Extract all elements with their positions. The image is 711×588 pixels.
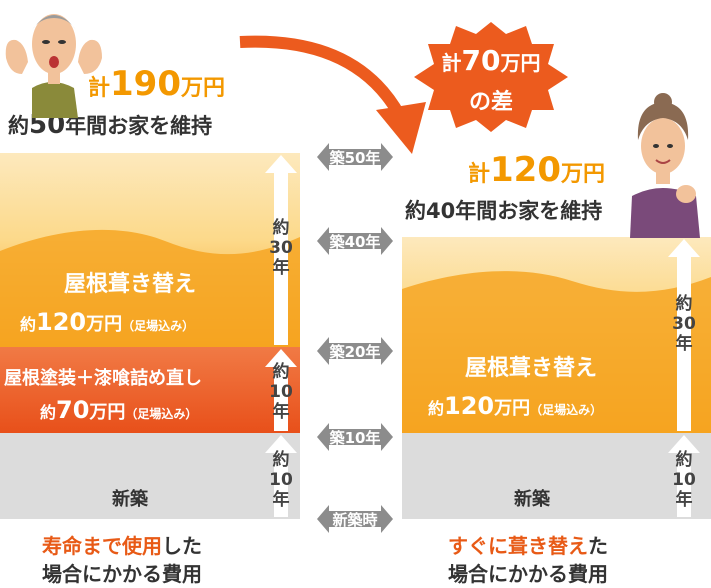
right-total-unit: 万円 <box>561 162 606 187</box>
right-caption-line2: 場合にかかる費用 <box>448 562 608 586</box>
left-roof-cost-num: 120 <box>36 308 87 336</box>
left-paint-cost-unit: 万円 <box>89 402 126 423</box>
right-caption-line1: すぐに葺き替えた <box>448 530 608 559</box>
double-arrow-icon <box>317 423 393 451</box>
left-paint-cost-num: 70 <box>56 396 90 424</box>
right-caption-highlight: すぐに葺き替え <box>448 534 588 558</box>
left-span-10b: 約 10 年 <box>269 450 293 510</box>
left-total-num: 190 <box>110 64 181 104</box>
double-arrow-icon <box>317 337 393 365</box>
left-new-block <box>0 433 300 519</box>
curved-arrow-icon <box>239 35 426 154</box>
left-roof-block <box>0 153 300 347</box>
up-arrow-icon <box>265 349 297 431</box>
right-roof-cost: 約120万円（足場込み） <box>428 392 602 420</box>
left-span-30: 約 30 年 <box>269 218 293 278</box>
right-duration-prefix: 約 <box>405 199 426 223</box>
diff-badge-line2: の差 <box>468 90 513 115</box>
left-total: 計190万円 <box>88 64 225 104</box>
elderly-woman-illustration <box>630 93 700 238</box>
right-roof-cost-num: 120 <box>444 392 495 420</box>
left-caption-line1: 寿命まで使用した <box>42 530 202 559</box>
timeline-marker-40: 築40年 <box>317 224 393 258</box>
right-caption-rest: た <box>588 534 608 558</box>
left-paint-cost-note: （足場込み） <box>125 407 198 421</box>
right-roof-title: 屋根葺き替え <box>464 356 597 381</box>
left-roof-title: 屋根葺き替え <box>63 272 196 297</box>
left-roof-cost-prefix: 約 <box>20 315 37 334</box>
right-roof-cost-note: （足場込み） <box>530 403 603 417</box>
up-arrow-icon <box>265 155 297 345</box>
double-arrow-icon <box>317 143 393 171</box>
left-roof-cost-unit: 万円 <box>86 314 123 335</box>
up-arrow-icon <box>668 435 700 517</box>
left-roof-cost: 約120万円（足場込み） <box>20 308 194 336</box>
left-total-prefix: 計 <box>88 76 111 101</box>
diff-badge-num: 70 <box>461 44 501 77</box>
diff-badge <box>414 22 568 132</box>
right-total-prefix: 計 <box>468 162 491 187</box>
elderly-man-illustration <box>5 14 102 118</box>
right-roof-cost-unit: 万円 <box>494 398 531 419</box>
left-roof-cost-note: （足場込み） <box>122 319 195 333</box>
left-paint-cost-prefix: 約 <box>40 403 57 422</box>
right-roof-cost-prefix: 約 <box>428 399 445 418</box>
left-caption-highlight: 寿命まで使用 <box>42 534 162 558</box>
left-new-label: 新築 <box>112 489 148 510</box>
left-caption-rest: した <box>162 534 202 558</box>
right-span-30: 約 30 年 <box>672 294 696 354</box>
up-arrow-icon <box>668 239 700 431</box>
diff-badge-line1: 計70万円 <box>414 44 568 77</box>
left-caption-line2: 場合にかかる費用 <box>42 562 202 586</box>
left-total-unit: 万円 <box>181 76 226 101</box>
up-arrow-icon <box>265 435 297 517</box>
right-total: 計120万円 <box>468 150 605 190</box>
left-paint-title: 屋根塗装＋漆喰詰め直し <box>4 368 202 389</box>
timeline-marker-new: 新築時 <box>317 502 393 536</box>
timeline-marker-10: 築10年 <box>317 420 393 454</box>
timeline-marker-20: 築20年 <box>317 334 393 368</box>
left-paint-block <box>0 347 300 433</box>
right-duration-suffix: 年間お家を維持 <box>455 199 603 223</box>
left-duration-suffix: 年間お家を維持 <box>65 114 213 138</box>
right-duration: 約40年間お家を維持 <box>405 195 602 225</box>
left-duration: 約50年間お家を維持 <box>8 110 212 140</box>
double-arrow-icon <box>317 227 393 255</box>
left-paint-cost: 約70万円（足場込み） <box>40 396 197 424</box>
right-new-block <box>402 433 711 519</box>
double-arrow-icon <box>317 505 393 533</box>
left-duration-prefix: 約 <box>8 114 29 138</box>
left-span-10a: 約 10 年 <box>269 362 293 422</box>
right-total-num: 120 <box>490 150 561 190</box>
right-span-10: 約 10 年 <box>672 450 696 510</box>
right-new-label: 新築 <box>514 489 550 510</box>
right-roof-block <box>402 237 711 433</box>
diff-badge-unit: 万円 <box>500 51 541 75</box>
right-duration-num: 40 <box>426 199 456 223</box>
diff-badge-prefix: 計 <box>441 51 462 75</box>
timeline-marker-50: 築50年 <box>317 140 393 174</box>
